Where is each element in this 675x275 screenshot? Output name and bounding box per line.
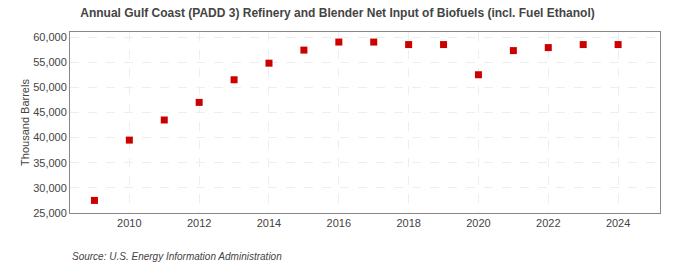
svg-text:2012: 2012	[187, 217, 211, 229]
svg-text:2022: 2022	[536, 217, 560, 229]
svg-text:2018: 2018	[396, 217, 420, 229]
svg-text:30,000: 30,000	[33, 182, 67, 194]
svg-text:2010: 2010	[117, 217, 141, 229]
svg-text:35,000: 35,000	[33, 157, 67, 169]
svg-text:2020: 2020	[466, 217, 490, 229]
svg-text:2014: 2014	[257, 217, 281, 229]
svg-text:25,000: 25,000	[33, 207, 67, 219]
svg-text:Thousand Barrels: Thousand Barrels	[19, 79, 31, 166]
svg-text:2024: 2024	[606, 217, 630, 229]
svg-text:2016: 2016	[327, 217, 351, 229]
svg-text:40,000: 40,000	[33, 131, 67, 143]
svg-text:Source: U.S. Energy Informatio: Source: U.S. Energy Information Administ…	[72, 251, 282, 262]
svg-text:60,000: 60,000	[33, 31, 67, 43]
svg-text:50,000: 50,000	[33, 81, 67, 93]
svg-text:45,000: 45,000	[33, 106, 67, 118]
svg-text:55,000: 55,000	[33, 56, 67, 68]
svg-text:Annual Gulf Coast (PADD 3) Ref: Annual Gulf Coast (PADD 3) Refinery and …	[80, 6, 594, 20]
